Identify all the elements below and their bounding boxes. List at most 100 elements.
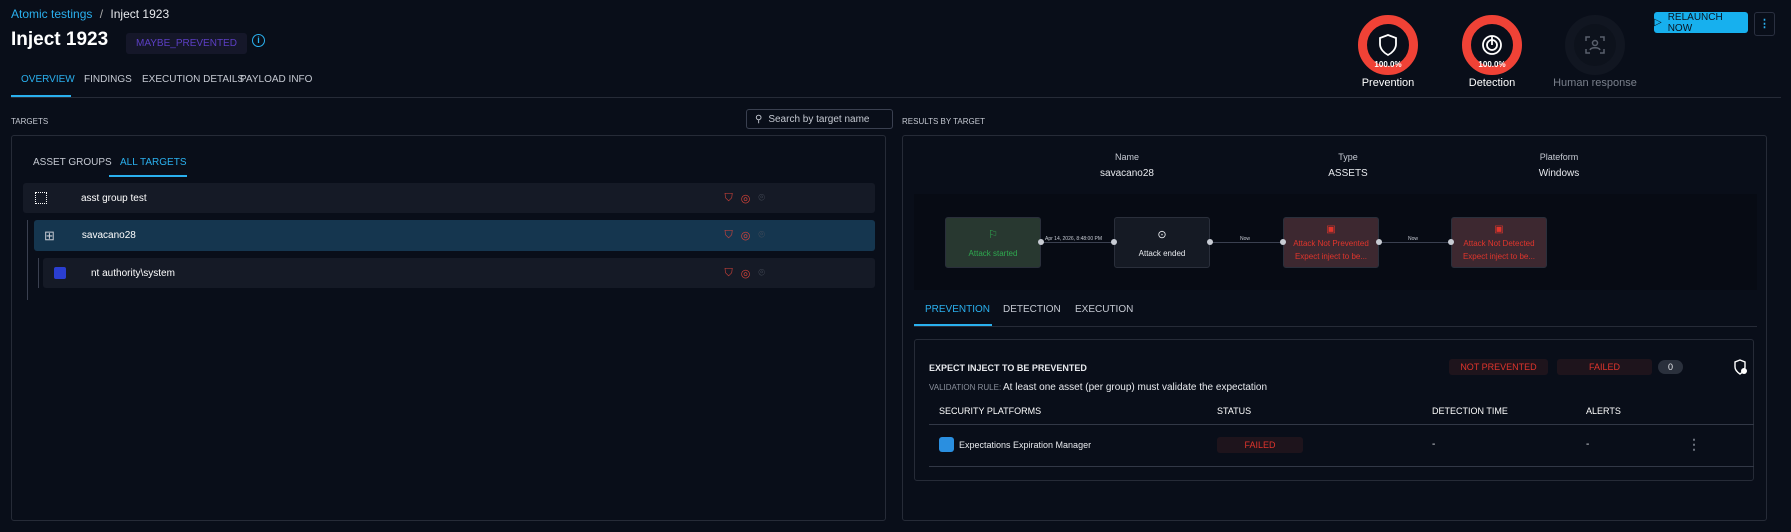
radar-icon: ◎ xyxy=(740,192,751,205)
edge-label: Apr 14, 2026, 8:48:00 PM xyxy=(1045,236,1102,242)
radar-icon xyxy=(1482,35,1502,55)
prevention-label: Prevention xyxy=(1361,77,1415,89)
prevention-gauge: 100.0% xyxy=(1358,15,1418,75)
tree-line xyxy=(38,258,39,288)
user-icon xyxy=(54,267,66,279)
shield-icon: ⛉ xyxy=(724,229,733,241)
target-row[interactable]: nt authority\system ⛉ ◎ ⌾ xyxy=(43,258,875,288)
human-scan-icon: ⌾ xyxy=(758,191,765,204)
tab-execution[interactable]: EXECUTION xyxy=(1075,304,1134,315)
tab-findings[interactable]: FINDINGS xyxy=(84,74,132,85)
edge-handle xyxy=(1111,239,1117,245)
type-label: Type xyxy=(1338,152,1358,162)
tree-line xyxy=(27,220,28,300)
node-label: Attack Not Prevented xyxy=(1293,239,1369,248)
row-status-badge: FAILED xyxy=(1217,437,1303,453)
human-scan-icon: ⌾ xyxy=(758,266,765,279)
validation-rule: At least one asset (per group) must vali… xyxy=(1003,382,1268,393)
column-header: SECURITY PLATFORMS xyxy=(939,406,1042,416)
tab-detection[interactable]: DETECTION xyxy=(1003,304,1061,315)
alert-icon: ▣ xyxy=(1326,224,1336,235)
tab-overview[interactable]: OVERVIEW xyxy=(21,74,75,85)
column-header: DETECTION TIME xyxy=(1432,406,1508,416)
breadcrumb-atomic-testings[interactable]: Atomic testings xyxy=(11,7,93,21)
search-placeholder: Search by target name xyxy=(768,113,870,125)
node-label: Attack Not Detected xyxy=(1463,239,1535,248)
page-title: Inject 1923 xyxy=(11,29,109,50)
more-options-button[interactable]: ⋮ xyxy=(1754,12,1775,36)
results-tab-divider xyxy=(914,326,1757,327)
edge-handle xyxy=(1280,239,1286,245)
table-divider xyxy=(929,466,1754,467)
platform-icon xyxy=(939,437,954,452)
flow-edge xyxy=(1041,242,1114,243)
tab-payload-info[interactable]: PAYLOAD INFO xyxy=(240,74,313,85)
flow-node-attack-ended: ⊙ Attack ended xyxy=(1114,217,1210,268)
info-icon[interactable]: i xyxy=(252,34,265,47)
flow-node-not-detected: ▣ Attack Not Detected Expect inject to b… xyxy=(1451,217,1547,268)
node-sublabel: Expect inject to be... xyxy=(1462,252,1536,261)
type-value: ASSETS xyxy=(1328,168,1368,179)
search-icon: ⚲ xyxy=(755,113,763,125)
alert-icon: ▣ xyxy=(1494,224,1504,235)
relaunch-now-button[interactable]: ▷ RELAUNCH NOW xyxy=(1654,11,1748,34)
breadcrumb: Atomic testings / Inject 1923 xyxy=(11,7,169,21)
header-divider xyxy=(11,97,1781,98)
results-section-title: RESULTS BY TARGET xyxy=(902,117,985,126)
info-type: Type ASSETS xyxy=(1308,152,1388,179)
row-menu-icon[interactable]: ⋮ xyxy=(1687,436,1701,452)
detection-score: 100.0% xyxy=(1478,60,1506,69)
info-name: Name savacano28 xyxy=(1087,152,1167,179)
node-sublabel: Expect inject to be... xyxy=(1294,252,1368,261)
detection-label: Detection xyxy=(1468,77,1516,89)
breadcrumb-current: Inject 1923 xyxy=(110,7,170,21)
play-icon: ▷ xyxy=(1654,17,1662,28)
node-label: Attack started xyxy=(968,248,1018,258)
breadcrumb-separator: / xyxy=(99,7,104,21)
edge-handle xyxy=(1207,239,1213,245)
tab-prevention[interactable]: PREVENTION xyxy=(925,304,991,315)
human-scan-icon: ⌾ xyxy=(758,229,765,241)
shield-icon: ⛉ xyxy=(724,191,733,204)
tab-asset-groups[interactable]: ASSET GROUPS xyxy=(33,157,112,168)
platform-label: Plateform xyxy=(1539,152,1579,162)
alerts-value: - xyxy=(1586,439,1590,450)
target-row[interactable]: ⊞ savacano28 ⛉ ◎ ⌾ xyxy=(34,220,875,251)
column-header: ALERTS xyxy=(1586,406,1621,416)
node-label: Attack ended xyxy=(1138,248,1186,258)
edge-handle xyxy=(1376,239,1382,245)
radar-icon: ◎ xyxy=(740,230,751,242)
targets-section-title: TARGETS xyxy=(11,117,49,126)
status-badge: MAYBE_PREVENTED xyxy=(126,33,247,54)
targets-tab-indicator xyxy=(109,175,187,177)
tab-execution-details[interactable]: EXECUTION DETAILS xyxy=(142,74,245,85)
shield-add-icon[interactable] xyxy=(1733,359,1747,378)
target-name: nt authority\system xyxy=(91,267,175,279)
table-row: Expectations Expiration Manager FAILED -… xyxy=(929,426,1754,466)
platform-name: Expectations Expiration Manager xyxy=(959,440,1092,450)
asset-group-icon xyxy=(35,192,47,204)
tab-all-targets[interactable]: ALL TARGETS xyxy=(120,157,187,168)
status-badge: FAILED xyxy=(1557,359,1652,375)
edge-label: Now xyxy=(1408,236,1419,242)
search-input[interactable]: ⚲ Search by target name xyxy=(746,109,893,129)
alerts-count: 0 xyxy=(1658,360,1683,374)
shield-icon xyxy=(1379,34,1397,56)
name-label: Name xyxy=(1114,152,1139,162)
human-scan-icon xyxy=(1585,36,1605,54)
results-tab-indicator xyxy=(914,324,992,326)
shield-icon: ⛉ xyxy=(724,266,733,279)
table-divider xyxy=(929,424,1754,425)
human-response-gauge xyxy=(1565,15,1625,75)
target-name: savacano28 xyxy=(81,230,136,241)
flow-edge xyxy=(1210,242,1283,243)
target-icon: ⊙ xyxy=(1157,228,1167,241)
target-row[interactable]: asst group test ⛉ ◎ ⌾ xyxy=(23,183,875,213)
radar-icon: ◎ xyxy=(740,267,751,280)
relaunch-label: RELAUNCH NOW xyxy=(1667,11,1723,34)
prevention-score: 100.0% xyxy=(1374,60,1402,69)
result-badge: NOT PREVENTED xyxy=(1449,359,1548,375)
name-value: savacano28 xyxy=(1100,168,1154,179)
platform-value: Windows xyxy=(1538,168,1580,179)
flow-node-attack-started: ⚐ Attack started xyxy=(945,217,1041,268)
